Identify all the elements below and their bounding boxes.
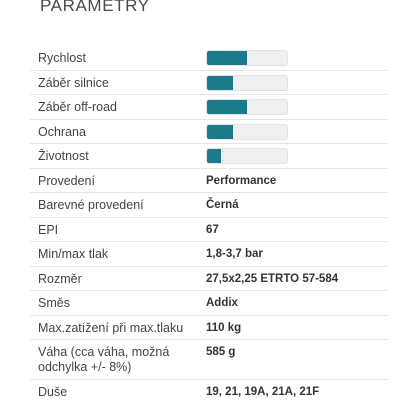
spec-label: Max.zatížení při max.tlaku: [38, 320, 184, 335]
spec-row-version: Provedení Performance: [30, 169, 388, 193]
rating-label: Záběr off-road: [38, 100, 117, 114]
spec-value: 110 kg: [206, 321, 242, 334]
rating-row-durability: Životnost: [30, 144, 388, 169]
spec-row-epi: EPI 67: [30, 218, 388, 242]
rating-label: Ochrana: [38, 124, 86, 139]
spec-label: Min/max tlak: [38, 247, 109, 261]
spec-value: Addix: [206, 297, 238, 309]
spec-label: EPI: [38, 222, 59, 237]
spec-label: Barevné provedení: [38, 198, 144, 212]
spec-value: 19, 21, 19A, 21A, 21F: [206, 386, 320, 398]
rating-bar: [206, 148, 288, 164]
rating-row-offroad-grip: Záběr off-road: [30, 95, 388, 120]
spec-row-color: Barevné provedení Černá: [30, 193, 388, 218]
spec-value: 1,8-3,7 bar: [206, 248, 263, 260]
spec-value: 585 g: [206, 346, 236, 358]
spec-label: Směs: [38, 296, 70, 310]
spec-label: Rozměr: [38, 271, 82, 286]
spec-value: 27,5x2,25 ETRTO 57-584: [206, 272, 339, 285]
rating-bar-fill: [207, 149, 221, 163]
rating-bar: [206, 123, 288, 140]
rating-bar-fill: [207, 51, 247, 65]
rating-bar: [206, 50, 288, 66]
parameters-table: Rychlost Záběr silnice Záběr off-road Oc…: [30, 46, 388, 400]
spec-label: Váha (cca váha, možná odchylka +/- 8%): [38, 345, 170, 374]
spec-value: Černá: [206, 199, 239, 211]
rating-label: Záběr silnice: [38, 75, 109, 90]
spec-row-weight: Váha (cca váha, možná odchylka +/- 8%) 5…: [30, 340, 388, 380]
rating-bar: [206, 74, 288, 91]
spec-row-size: Rozměr 27,5x2,25 ETRTO 57-584: [30, 267, 388, 291]
rating-bar: [206, 99, 288, 115]
spec-row-tube: Duše 19, 21, 19A, 21A, 21F: [30, 380, 388, 400]
spec-value: Performance: [206, 174, 277, 187]
rating-bar-fill: [207, 124, 234, 139]
spec-label: Provedení: [38, 173, 95, 188]
rating-bar-fill: [207, 75, 234, 90]
rating-row-protection: Ochrana: [30, 120, 388, 144]
spec-label: Duše: [38, 385, 68, 399]
section-title: PARAMETRY: [40, 0, 150, 15]
spec-row-compound: Směs Addix: [30, 291, 388, 316]
spec-row-pressure: Min/max tlak 1,8-3,7 bar: [30, 242, 388, 267]
spec-row-max-load: Max.zatížení při max.tlaku 110 kg: [30, 316, 388, 340]
rating-label: Rychlost: [38, 51, 86, 65]
rating-row-road-grip: Záběr silnice: [30, 71, 388, 95]
rating-label: Životnost: [38, 149, 89, 163]
rating-row-speed: Rychlost: [30, 46, 388, 71]
spec-value: 67: [206, 223, 219, 236]
rating-bar-fill: [207, 100, 247, 114]
